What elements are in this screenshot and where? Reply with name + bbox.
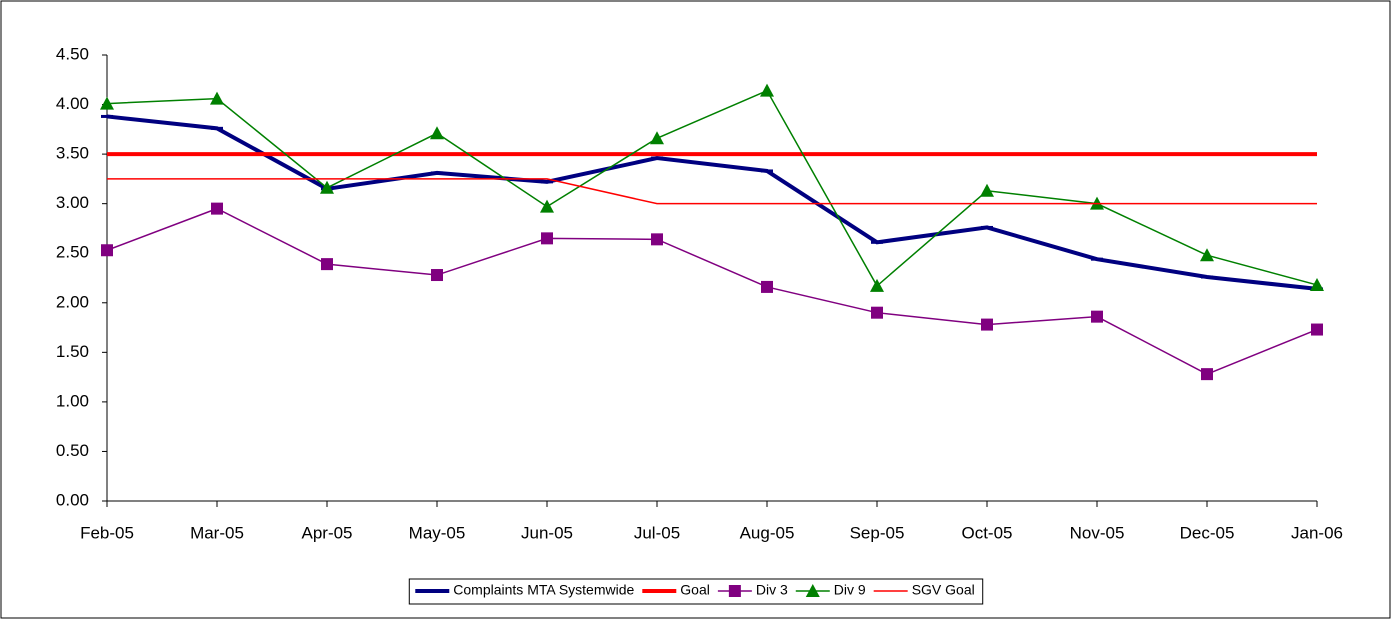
marker: [650, 131, 664, 145]
marker: [761, 280, 773, 293]
marker: [210, 91, 224, 105]
marker: [1091, 310, 1103, 323]
y-tick-label: 1.50: [56, 342, 89, 361]
marker: [728, 585, 741, 597]
x-tick-label: Jan-06: [1291, 523, 1343, 542]
legend-label: Div 3: [756, 582, 788, 598]
marker: [321, 258, 333, 271]
legend-label: Complaints MTA Systemwide: [453, 582, 634, 598]
marker: [100, 96, 114, 110]
y-tick-label: 4.00: [56, 94, 89, 113]
x-tick-label: Aug-05: [740, 523, 795, 542]
marker: [320, 180, 334, 194]
marker: [980, 183, 994, 197]
marker: [430, 126, 444, 140]
marker: [101, 244, 113, 257]
marker: [540, 199, 554, 213]
y-tick-label: 2.00: [56, 292, 89, 311]
series-line: [107, 178, 1317, 205]
x-tick-label: Mar-05: [190, 523, 244, 542]
marker: [651, 233, 663, 246]
y-tick-label: 2.50: [56, 243, 89, 262]
legend-label: SGV Goal: [912, 582, 975, 598]
x-tick-label: Feb-05: [80, 523, 134, 542]
series-line: [106, 207, 1318, 375]
x-tick-label: Oct-05: [961, 523, 1012, 542]
y-tick-label: 3.50: [56, 144, 89, 163]
legend-label: Goal: [680, 582, 710, 598]
marker: [981, 318, 993, 331]
x-tick-label: May-05: [409, 523, 466, 542]
marker: [871, 306, 883, 319]
x-tick-label: Nov-05: [1070, 523, 1125, 542]
marker: [870, 278, 884, 292]
x-tick-label: Apr-05: [301, 523, 352, 542]
marker: [760, 83, 774, 97]
y-tick-label: 1.00: [56, 391, 89, 410]
marker: [211, 202, 223, 215]
legend-label: Div 9: [834, 582, 866, 598]
marker: [1310, 277, 1324, 291]
y-tick-label: 3.00: [56, 193, 89, 212]
y-tick-label: 0.00: [56, 490, 89, 509]
marker: [805, 584, 820, 597]
x-tick-label: Jun-05: [521, 523, 573, 542]
legend: Complaints MTA Systemwide Goal Div 3 Div 9 S…: [408, 578, 984, 605]
marker: [431, 269, 443, 282]
y-tick-label: 4.50: [56, 44, 89, 63]
x-tick-label: Jul-05: [634, 523, 680, 542]
marker: [1201, 368, 1213, 381]
marker: [541, 232, 553, 245]
y-tick-label: 0.50: [56, 441, 89, 460]
x-tick-label: Sep-05: [850, 523, 905, 542]
marker: [1200, 248, 1214, 262]
marker: [1311, 323, 1323, 336]
series-line: [106, 89, 1318, 288]
x-tick-label: Dec-05: [1180, 523, 1235, 542]
